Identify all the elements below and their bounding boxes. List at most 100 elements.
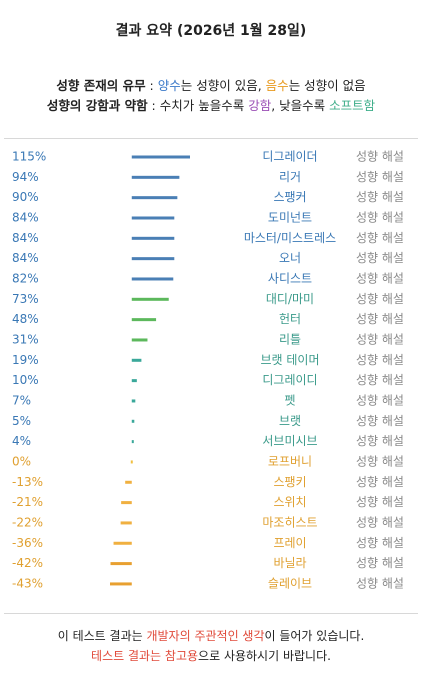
category-label: 펫 xyxy=(284,393,295,407)
category-label: 스팽키 xyxy=(273,475,306,489)
value-label: 73% xyxy=(12,292,39,306)
bar xyxy=(110,582,132,586)
bar xyxy=(131,440,134,444)
bar xyxy=(131,236,175,240)
legend-positive: 양수 xyxy=(157,78,181,93)
value-label: 10% xyxy=(12,373,39,387)
legend-heading: 성향의 강함과 약함 xyxy=(46,98,148,113)
bar xyxy=(131,338,148,342)
category-label: 헌터 xyxy=(279,312,301,326)
legend-text: 는 성향이 없음 xyxy=(288,78,366,93)
footer-text: 이 테스트 결과는 xyxy=(57,629,147,643)
category-label: 사디스트 xyxy=(268,271,312,285)
legend-heading: 성향 존재의 유무 xyxy=(56,78,146,93)
explanation-link[interactable]: 성향 해설 xyxy=(356,373,404,387)
explanation-link[interactable]: 성향 해설 xyxy=(356,556,404,570)
bar xyxy=(131,257,175,261)
page-title: 결과 요약 (2026년 1월 28일) xyxy=(115,23,307,39)
bar xyxy=(120,521,132,525)
value-label: 7% xyxy=(12,393,31,407)
value-label: 94% xyxy=(12,170,39,184)
legend-soft: 소프트함 xyxy=(329,98,376,113)
category-label: 디그레이디 xyxy=(262,373,317,387)
value-label: -21% xyxy=(12,495,43,509)
explanation-link[interactable]: 성향 해설 xyxy=(356,353,404,367)
value-label: 90% xyxy=(12,190,39,204)
bar xyxy=(131,419,135,423)
bar xyxy=(125,480,132,484)
value-label: 115% xyxy=(12,150,46,164)
value-label: -22% xyxy=(12,515,43,529)
value-label: 0% xyxy=(12,454,31,468)
legend-line: 성향 존재의 유무 : 양수는 성향이 있음, 음수는 성향이 없음 xyxy=(0,76,422,96)
value-label: 5% xyxy=(12,414,31,428)
value-label: 4% xyxy=(12,434,31,448)
explanation-link[interactable]: 성향 해설 xyxy=(356,312,404,326)
category-label: 로프버니 xyxy=(268,454,312,468)
explanation-link[interactable]: 성향 해설 xyxy=(356,495,404,509)
category-label: 프레이 xyxy=(273,536,306,550)
value-label: -13% xyxy=(12,475,43,489)
explanation-link[interactable]: 성향 해설 xyxy=(356,515,404,529)
bar xyxy=(131,358,142,362)
legend-line: 성향의 강함과 약함 : 수치가 높을수록 강함, 낮을수록 소프트함 xyxy=(0,96,422,116)
bar xyxy=(130,460,133,464)
footer-line: 테스트 결과는 참고용으로 사용하시기 바랍니다. xyxy=(0,646,422,666)
explanation-link[interactable]: 성향 해설 xyxy=(356,332,404,346)
category-label: 스팽커 xyxy=(273,190,306,204)
bar xyxy=(113,541,132,545)
legend-negative: 음수 xyxy=(265,78,289,93)
explanation-link[interactable]: 성향 해설 xyxy=(356,210,404,224)
bar xyxy=(131,297,169,301)
value-label: 31% xyxy=(12,332,39,346)
value-label: -43% xyxy=(12,576,43,590)
legend-strong: 강함 xyxy=(248,98,272,113)
category-label: 마스터/미스트레스 xyxy=(244,231,336,245)
explanation-link[interactable]: 성향 해설 xyxy=(356,170,404,184)
explanation-link[interactable]: 성향 해설 xyxy=(356,536,404,550)
category-label: 슬레이브 xyxy=(268,576,312,590)
category-label: 디그레이더 xyxy=(262,150,317,164)
category-label: 대디/마미 xyxy=(266,292,314,306)
bar xyxy=(131,318,157,322)
footer-highlight: 개발자의 주관적인 생각 xyxy=(146,629,265,643)
explanation-link[interactable]: 성향 해설 xyxy=(356,576,404,590)
category-label: 스위치 xyxy=(273,495,306,509)
explanation-link[interactable]: 성향 해설 xyxy=(356,475,404,489)
bar xyxy=(131,175,180,179)
category-label: 리틀 xyxy=(279,332,301,346)
footer-text: 이 들어가 있습니다. xyxy=(264,629,365,643)
value-label: -36% xyxy=(12,536,43,550)
explanation-link[interactable]: 성향 해설 xyxy=(356,434,404,448)
explanation-link[interactable]: 성향 해설 xyxy=(356,150,404,164)
category-label: 마조히스트 xyxy=(262,515,317,529)
explanation-link[interactable]: 성향 해설 xyxy=(356,190,404,204)
footer: 이 테스트 결과는 개발자의 주관적인 생각이 들어가 있습니다. 테스트 결과… xyxy=(0,626,422,666)
legend-text: : 수치가 높을수록 xyxy=(147,98,249,113)
legend-text: : xyxy=(145,78,158,93)
bar xyxy=(131,399,136,403)
bar xyxy=(131,155,190,159)
explanation-link[interactable]: 성향 해설 xyxy=(356,271,404,285)
explanation-link[interactable]: 성향 해설 xyxy=(356,251,404,265)
category-label: 오너 xyxy=(279,251,301,265)
bar xyxy=(131,196,178,200)
category-label: 도미넌트 xyxy=(268,210,312,224)
footer-line: 이 테스트 결과는 개발자의 주관적인 생각이 들어가 있습니다. xyxy=(0,626,422,646)
divider xyxy=(4,613,418,614)
explanation-link[interactable]: 성향 해설 xyxy=(356,454,404,468)
bar xyxy=(131,277,174,281)
value-label: 82% xyxy=(12,271,39,285)
explanation-link[interactable]: 성향 해설 xyxy=(356,393,404,407)
footer-text: 으로 사용하시기 바랍니다. xyxy=(198,649,331,663)
bar xyxy=(121,501,132,505)
explanation-link[interactable]: 성향 해설 xyxy=(356,292,404,306)
value-label: 48% xyxy=(12,312,39,326)
explanation-link[interactable]: 성향 해설 xyxy=(356,231,404,245)
value-label: 84% xyxy=(12,251,39,265)
category-label: 바닐라 xyxy=(273,556,306,570)
explanation-link[interactable]: 성향 해설 xyxy=(356,414,404,428)
value-label: 84% xyxy=(12,210,39,224)
value-label: 19% xyxy=(12,353,39,367)
